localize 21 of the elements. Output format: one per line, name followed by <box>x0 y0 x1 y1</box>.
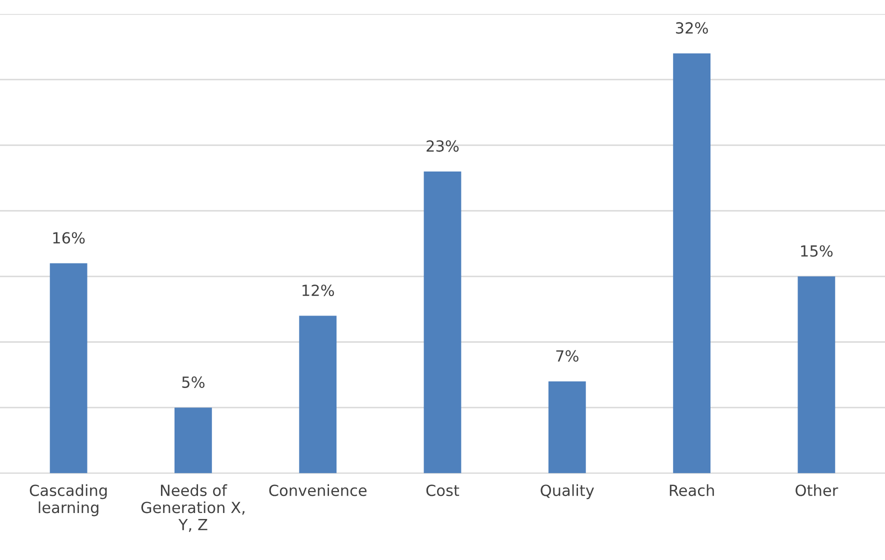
x-tick-label: Reach <box>670 484 714 496</box>
x-tick-label: Needs of Generation X, Y, Z <box>141 484 244 532</box>
x-tick-label: Other <box>796 484 838 496</box>
x-tick-label: Cascading learning <box>30 484 107 516</box>
x-tick-label: Quality <box>540 484 594 500</box>
data-label: 15% <box>801 245 833 257</box>
bar <box>299 316 337 474</box>
bar <box>424 171 462 474</box>
x-tick-label: Cost <box>426 484 460 496</box>
data-label: 5% <box>182 376 204 388</box>
x-tick-label: Convenience <box>269 484 367 496</box>
data-label: 23% <box>426 140 459 152</box>
bar <box>798 276 836 474</box>
data-label: 12% <box>302 284 334 296</box>
bar <box>673 53 710 474</box>
bar <box>50 263 88 474</box>
bar <box>548 381 586 474</box>
bar <box>174 408 212 474</box>
data-label: 16% <box>53 232 85 244</box>
data-label: 7% <box>556 350 578 362</box>
data-label: 32% <box>676 22 708 34</box>
